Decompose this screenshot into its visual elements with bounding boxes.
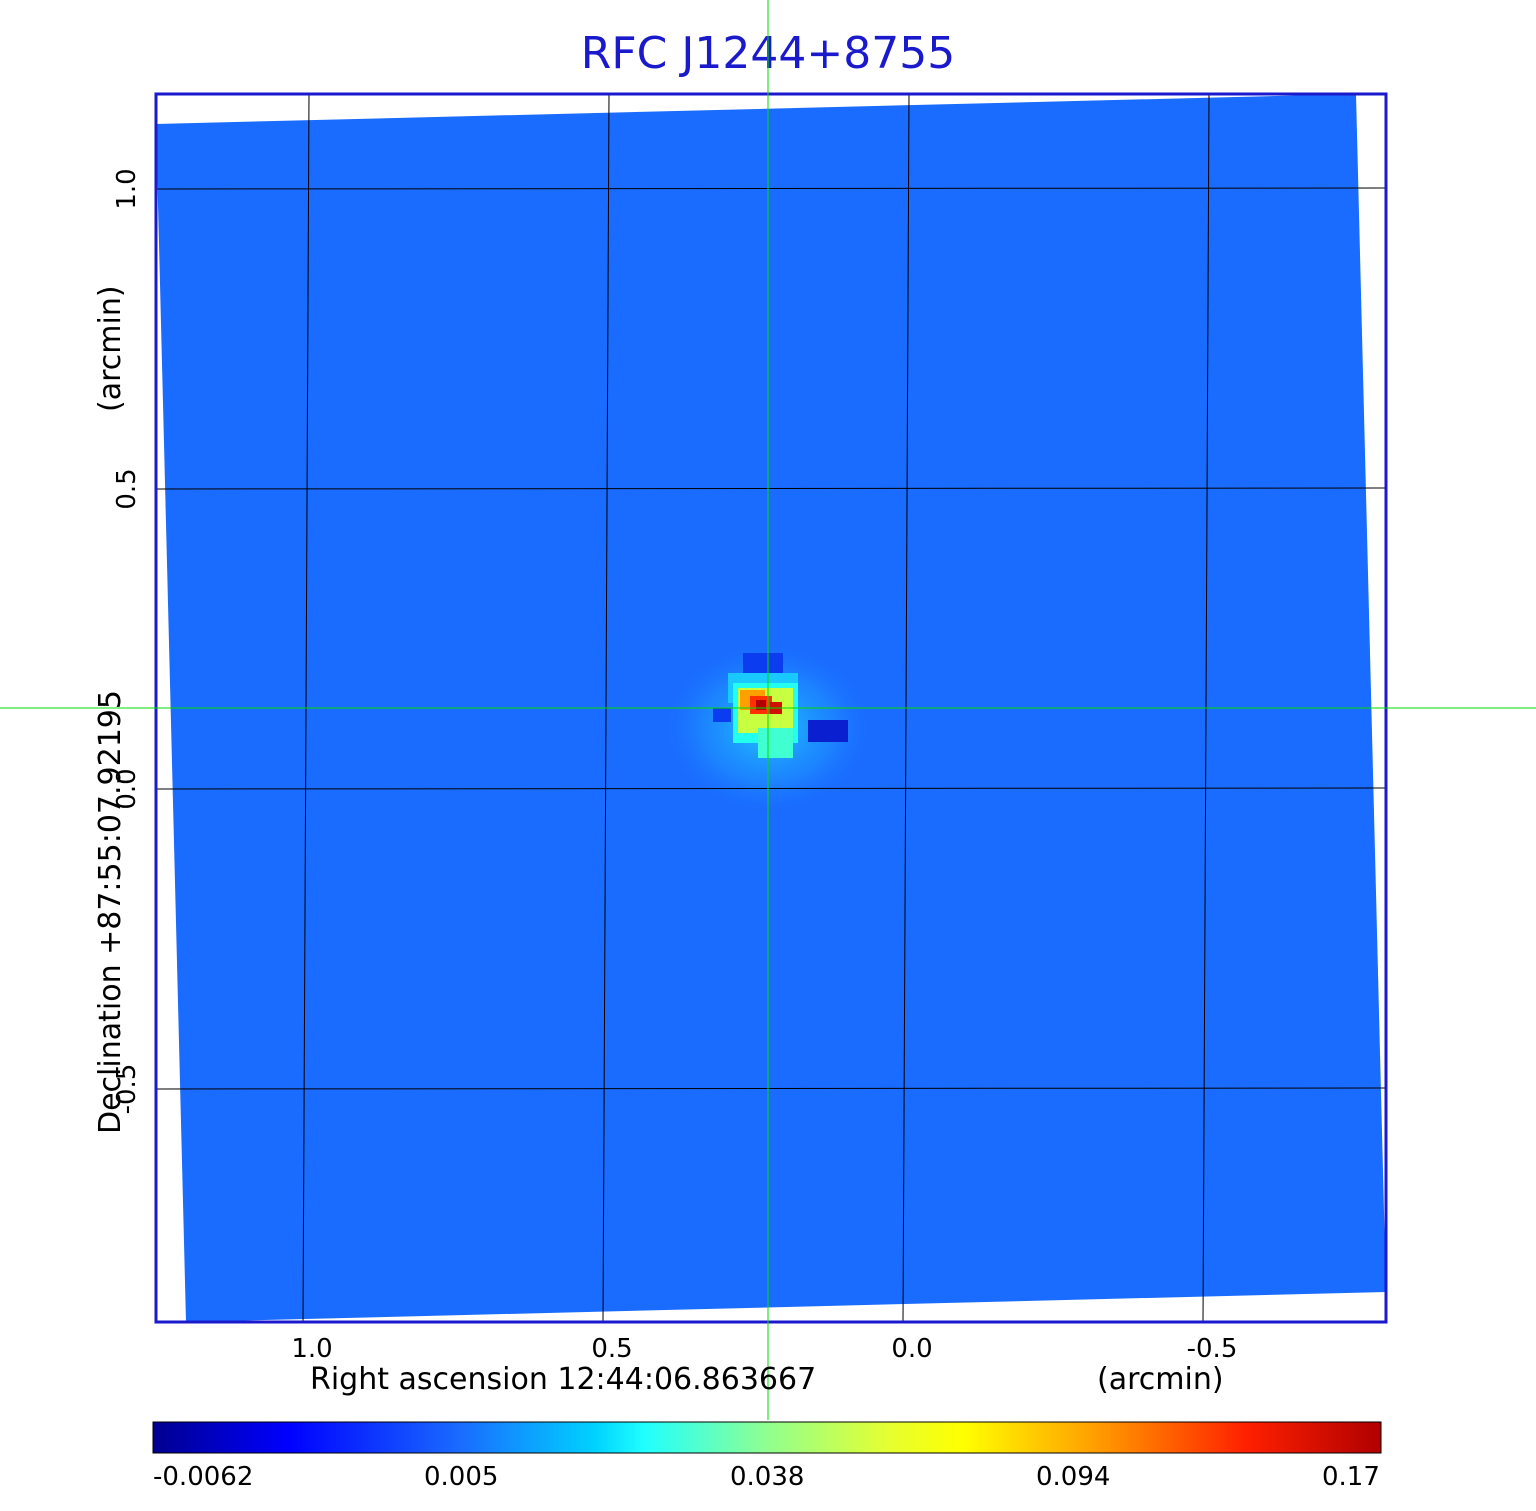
source-pixel-8 <box>756 700 766 710</box>
y-tick-label: 1.0 <box>112 168 142 210</box>
y-tick-label: 0.5 <box>112 468 142 510</box>
image-plot <box>0 0 1536 1420</box>
grid-line-y-1 <box>156 487 1386 490</box>
colorbar-tick-label: 0.038 <box>730 1462 805 1492</box>
x-tick-label: 1.0 <box>291 1334 333 1364</box>
grid-line-y-0 <box>156 187 1386 190</box>
source-pixel-2 <box>713 708 731 722</box>
y-tick-label: -0.5 <box>112 1063 142 1115</box>
x-axis-unit: (arcmin) <box>1097 1362 1224 1397</box>
grid-line-y-3 <box>156 1087 1386 1090</box>
colorbar-gradient <box>152 1421 1382 1454</box>
x-tick-label: 0.5 <box>591 1334 633 1364</box>
colorbar-tick-label: 0.094 <box>1036 1462 1111 1492</box>
y-tick-label: 0.0 <box>112 768 142 810</box>
colorbar-tick-label: 0.17 <box>1322 1462 1380 1492</box>
source-pixel-1 <box>808 720 848 742</box>
x-tick-label: -0.5 <box>1186 1334 1238 1364</box>
y-axis-unit: (arcmin) <box>93 285 128 412</box>
colorbar-tick-label: -0.0062 <box>153 1462 254 1492</box>
source-pixel-10 <box>758 728 793 758</box>
crosshair <box>0 0 1536 1420</box>
x-tick-label: 0.0 <box>891 1334 933 1364</box>
grid-line-y-2 <box>156 787 1386 790</box>
x-axis-label: Right ascension 12:44:06.863667 <box>310 1362 817 1397</box>
colorbar-tick-label: 0.005 <box>424 1462 499 1492</box>
